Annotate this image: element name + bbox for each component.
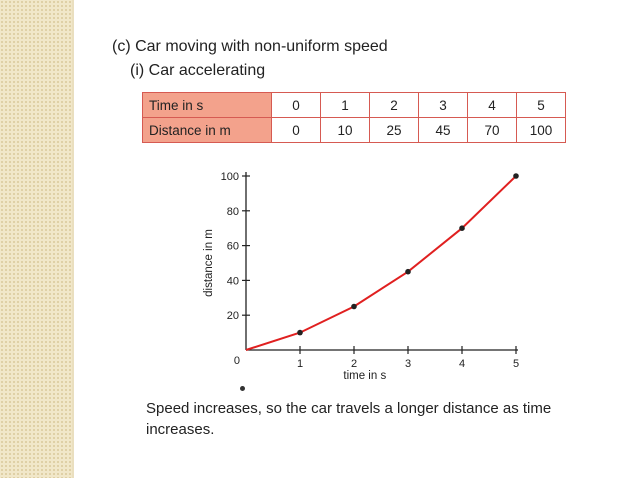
- x-tick-label: 5: [513, 358, 519, 370]
- x-tick-label: 3: [405, 358, 411, 370]
- time-row: Time in s 0 1 2 3 4 5: [142, 92, 566, 118]
- x-axis-label: time in s: [343, 370, 386, 382]
- y-tick-label: 100: [221, 171, 239, 183]
- x-tick-label: 4: [459, 358, 465, 370]
- bullet-dot: [240, 386, 245, 391]
- time-cell: 0: [271, 92, 321, 118]
- y-tick-label: 80: [227, 206, 239, 218]
- y-tick-label: 40: [227, 275, 239, 287]
- series-line: [245, 175, 517, 351]
- distance-cell: 25: [369, 117, 419, 143]
- time-cell: 1: [320, 92, 370, 118]
- distance-cell: 10: [320, 117, 370, 143]
- y-axis-label: distance in m: [203, 229, 215, 297]
- side-strip-edge: [72, 0, 74, 478]
- distance-row-label: Distance in m: [142, 117, 272, 143]
- time-distance-table: Time in s 0 1 2 3 4 5 Distance in m 0 10…: [142, 92, 566, 143]
- distance-cell: 0: [271, 117, 321, 143]
- section-heading: (c) Car moving with non-uniform speed: [112, 38, 388, 55]
- distance-time-graph: 0 20 40 60 80 100 1 2 3 4 5 time in s distance in m: [203, 171, 519, 382]
- time-cell: 4: [467, 92, 517, 118]
- sub-heading: (i) Car accelerating: [130, 62, 266, 79]
- data-point: [513, 173, 519, 179]
- x-tick-label: 1: [297, 358, 303, 370]
- x-tick-label: 0: [234, 355, 240, 367]
- conclusion-text: Speed increases, so the car travels a lo…: [146, 400, 552, 438]
- data-point: [297, 329, 303, 336]
- time-cell: 2: [369, 92, 419, 118]
- data-point: [405, 268, 411, 275]
- time-cell: 3: [418, 92, 468, 118]
- time-row-label: Time in s: [142, 92, 272, 118]
- time-cell: 5: [516, 92, 566, 118]
- y-tick-label: 60: [227, 241, 239, 253]
- decorative-side-strip: [0, 0, 72, 478]
- x-tick-label: 2: [351, 358, 357, 370]
- data-point: [459, 225, 465, 231]
- distance-cell: 70: [467, 117, 517, 143]
- distance-cell: 45: [418, 117, 468, 143]
- data-point: [351, 303, 357, 310]
- distance-cell: 100: [516, 117, 566, 143]
- y-tick-label: 20: [227, 310, 239, 322]
- distance-row: Distance in m 0 10 25 45 70 100: [142, 117, 566, 143]
